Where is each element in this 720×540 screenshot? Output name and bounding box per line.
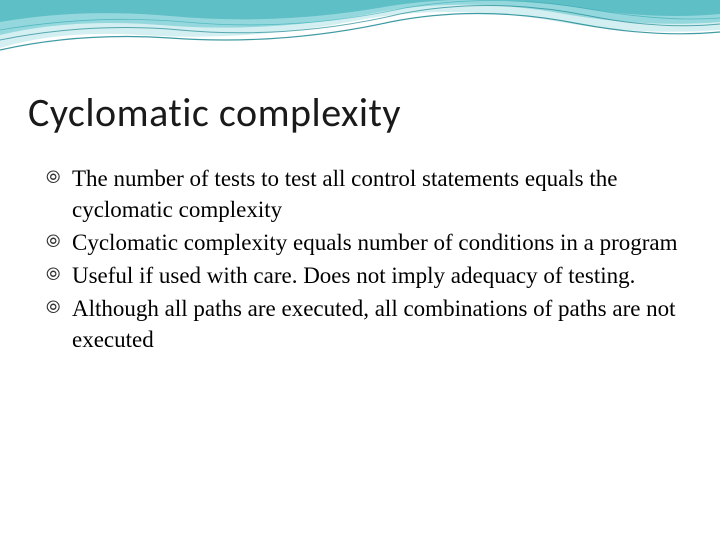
bullet-text: Cyclomatic complexity equals number of c…: [72, 230, 678, 255]
wave-decoration: [0, 0, 720, 90]
bullet-marker-icon: ⦾: [46, 297, 60, 318]
bullet-marker-icon: ⦾: [46, 167, 60, 188]
bullet-text: The number of tests to test all control …: [72, 166, 617, 222]
bullet-marker-icon: ⦾: [46, 264, 60, 285]
bullet-item: ⦾ Useful if used with care. Does not imp…: [46, 260, 692, 291]
slide-title: Cyclomatic complexity: [28, 88, 692, 137]
bullet-text: Although all paths are executed, all com…: [72, 296, 676, 352]
bullet-marker-icon: ⦾: [46, 231, 60, 252]
bullet-item: ⦾ Cyclomatic complexity equals number of…: [46, 227, 692, 258]
bullet-item: ⦾ The number of tests to test all contro…: [46, 163, 692, 225]
bullet-text: Useful if used with care. Does not imply…: [72, 263, 635, 288]
bullet-item: ⦾ Although all paths are executed, all c…: [46, 293, 692, 355]
bullet-list: ⦾ The number of tests to test all contro…: [28, 163, 692, 355]
slide-content: Cyclomatic complexity ⦾ The number of te…: [28, 88, 692, 357]
